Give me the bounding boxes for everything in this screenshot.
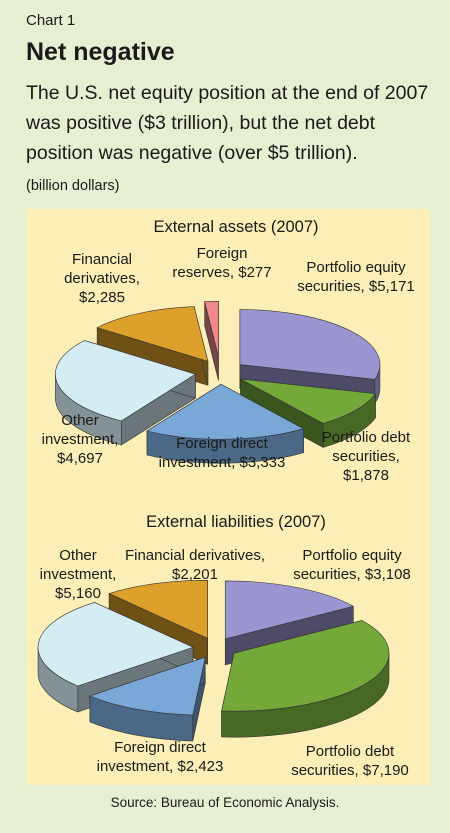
slice-label-line: securities, $5,171	[297, 278, 415, 295]
pie-external-liabilities: External liabilities (2007) Portfolio equ…	[37, 513, 411, 779]
slice-label-foreign-direct-investment: Foreign direct investment, $2,423	[97, 739, 224, 775]
slice-top	[240, 378, 376, 424]
slice-label-line: investment,	[40, 566, 117, 583]
slice-label-line: investment, $3,333	[159, 454, 286, 471]
slice-label-line: Foreign direct	[114, 739, 207, 756]
slice-top	[204, 301, 219, 357]
slice-label-portfolio-debt-securities: Portfolio debt securities, $7,190	[291, 743, 409, 779]
slice-label-line: investment, $2,423	[97, 758, 224, 775]
chart-title: Net negative	[26, 38, 175, 66]
slice-label-portfolio-equity-securities: Portfolio equity securities, $5,171	[297, 259, 415, 295]
slice-label-line: $1,878	[343, 467, 389, 484]
slice-label-line: Foreign direct	[176, 435, 269, 452]
slice-label-line: $4,697	[57, 450, 103, 467]
slice-label-financial-derivatives: Financial derivatives, $2,285	[64, 251, 140, 306]
slice-top	[96, 306, 209, 362]
slice-label-line: Financial	[72, 251, 132, 268]
pie-title: External liabilities (2007)	[146, 513, 326, 531]
slice-label-other-investment: Other investment, $4,697	[42, 412, 119, 467]
slice-label-line: securities,	[332, 448, 400, 465]
pie-title: External assets (2007)	[153, 218, 318, 236]
slice-label-portfolio-debt-securities: Portfolio debt securities, $1,878	[322, 429, 411, 484]
slice-label-line: Portfolio equity	[306, 259, 406, 276]
slice-label-portfolio-equity-securities: Portfolio equity securities, $3,108	[293, 547, 411, 583]
slice-top	[108, 580, 208, 639]
slice-label-line: Other	[59, 547, 97, 564]
source-note: Source: Bureau of Economic Analysis.	[110, 795, 340, 810]
slice-label-line: $2,285	[79, 289, 125, 306]
slice-label-line: reserves, $277	[172, 264, 271, 281]
slice-label-line: derivatives,	[64, 270, 140, 287]
pie-slice-foreign-direct-investment	[89, 656, 206, 742]
unit-note: (billion dollars)	[26, 178, 120, 194]
slice-top	[224, 580, 355, 640]
slice-label-line: Portfolio debt	[322, 429, 411, 446]
slice-top	[221, 620, 390, 712]
pie-slice-portfolio-debt-securities	[221, 620, 390, 738]
slice-top	[37, 602, 194, 687]
pie-slice-other-investment	[37, 601, 194, 713]
pie-external-assets: External assets (2007) Portfolio equity se…	[42, 218, 415, 484]
slice-top	[146, 383, 305, 440]
slice-top	[239, 309, 381, 380]
slice-label-line: Portfolio equity	[302, 547, 402, 564]
slice-label-line: securities, $7,190	[291, 762, 409, 779]
slice-label-line: Foreign	[197, 245, 248, 262]
chart-number: Chart 1	[26, 12, 76, 29]
slice-label-line: $2,201	[172, 566, 218, 583]
slice-label-line: $5,160	[55, 585, 101, 602]
pie-slice-foreign-reserves	[204, 301, 219, 381]
slice-label-foreign-reserves: Foreign reserves, $277	[172, 245, 271, 281]
slice-label-other-investment: Other investment, $5,160	[40, 547, 117, 602]
slice-label-line: Portfolio debt	[306, 743, 395, 760]
slice-label-line: Other	[61, 412, 99, 429]
slice-top	[55, 340, 197, 422]
slice-label-financial-derivatives: Financial derivatives, $2,201	[125, 547, 265, 583]
slice-label-line: investment,	[42, 431, 119, 448]
slice-label-line: securities, $3,108	[293, 566, 411, 583]
slice-label-line: Financial derivatives,	[125, 547, 265, 564]
chart-subtitle: The U.S. net equity position at the end …	[26, 82, 429, 164]
slice-label-foreign-direct-investment: Foreign direct investment, $3,333	[159, 435, 286, 471]
pie-slice-other-investment	[55, 340, 197, 446]
pie-slice-foreign-direct-investment	[146, 383, 305, 464]
slice-top	[89, 656, 206, 716]
